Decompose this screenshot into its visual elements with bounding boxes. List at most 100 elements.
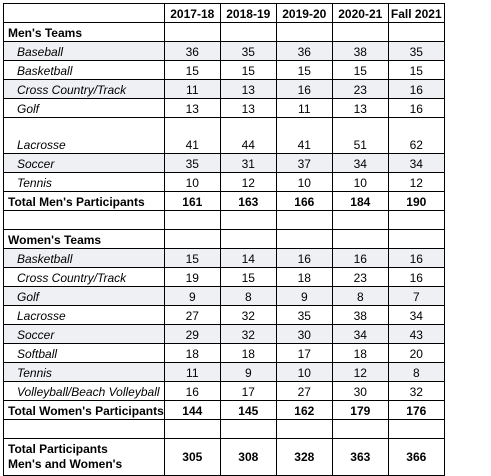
spacer-row: [3, 210, 445, 230]
table-cell: 18: [163, 343, 221, 363]
section-heading-row: Men's Teams: [3, 22, 445, 42]
table-cell: 10: [275, 362, 333, 382]
table-cell: 30: [275, 324, 333, 344]
team-name: Soccer: [3, 153, 165, 173]
table-cell: 29: [163, 324, 221, 344]
table-cell: 12: [387, 172, 445, 192]
total-cell: 145: [219, 400, 277, 420]
section-heading-row: Women's Teams: [3, 229, 445, 249]
total-row: Total Men's Participants 161 163 166 184…: [3, 191, 445, 211]
table-cell: 35: [387, 41, 445, 61]
table-cell: 35: [163, 153, 221, 173]
section-heading: Men's Teams: [3, 22, 165, 42]
table-row: Softball 18 18 17 18 20: [3, 343, 445, 363]
table-row: Tennis 10 12 10 10 12: [3, 172, 445, 192]
table-cell: 43: [387, 324, 445, 344]
table-cell: 51: [331, 117, 389, 154]
grand-total-cell: 305: [163, 438, 221, 476]
table-cell: 16: [163, 381, 221, 401]
header-cell: 2018-19: [219, 3, 277, 23]
grand-total-label-line2: Men's and Women's: [8, 457, 123, 471]
table-cell: 11: [275, 98, 333, 118]
table-cell: 16: [387, 248, 445, 268]
table-cell: 10: [163, 172, 221, 192]
table-cell: 17: [275, 343, 333, 363]
total-label: Total Women's Participants: [3, 400, 165, 420]
total-cell: 190: [387, 191, 445, 211]
team-name: Golf: [3, 98, 165, 118]
table-cell: 10: [331, 172, 389, 192]
team-name: Tennis: [3, 362, 165, 382]
table-cell: 17: [219, 381, 277, 401]
team-name: Cross Country/Track: [3, 79, 165, 99]
team-name: Basketball: [3, 248, 165, 268]
grand-total-label: Total Participants Men's and Women's: [3, 438, 165, 476]
table-cell: 9: [163, 286, 221, 306]
table-row: Cross Country/Track 19 15 18 23 16: [3, 267, 445, 287]
table-cell: 7: [387, 286, 445, 306]
table-row: Cross Country/Track 11 13 16 23 16: [3, 79, 445, 99]
total-cell: 162: [275, 400, 333, 420]
table-cell: 8: [219, 286, 277, 306]
table-cell: 15: [163, 248, 221, 268]
table-cell: 41: [163, 117, 221, 154]
table-cell: 8: [387, 362, 445, 382]
table-cell: 35: [219, 41, 277, 61]
table-row: Volleyball/Beach Volleyball 16 17 27 30 …: [3, 381, 445, 401]
table-cell: 62: [387, 117, 445, 154]
grand-total-cell: 363: [331, 438, 389, 476]
table-cell: 18: [219, 343, 277, 363]
team-name: Basketball: [3, 60, 165, 80]
table-cell: 15: [387, 60, 445, 80]
participation-table: 2017-18 2018-19 2019-20 2020-21 Fall 202…: [3, 3, 445, 476]
table-cell: 23: [331, 267, 389, 287]
table-row: Soccer 29 32 30 34 43: [3, 324, 445, 344]
table-cell: 15: [331, 60, 389, 80]
team-name: Baseball: [3, 41, 165, 61]
total-row: Total Women's Participants 144 145 162 1…: [3, 400, 445, 420]
header-corner: [3, 3, 165, 23]
table-cell: 35: [275, 305, 333, 325]
total-cell: 166: [275, 191, 333, 211]
table-cell: 38: [331, 41, 389, 61]
table-cell: 34: [331, 153, 389, 173]
table-cell: 34: [331, 324, 389, 344]
table-cell: 36: [275, 41, 333, 61]
table-cell: 32: [387, 381, 445, 401]
table-cell: 13: [163, 98, 221, 118]
table-row: Lacrosse 27 32 35 38 34: [3, 305, 445, 325]
grand-total-cell: 308: [219, 438, 277, 476]
table-cell: 12: [219, 172, 277, 192]
team-name: Tennis: [3, 172, 165, 192]
team-name: Volleyball/Beach Volleyball: [3, 381, 165, 401]
team-name: Lacrosse: [3, 305, 165, 325]
header-cell: 2019-20: [275, 3, 333, 23]
table-cell: 14: [219, 248, 277, 268]
table-cell: 41: [275, 117, 333, 154]
table-cell: 12: [331, 362, 389, 382]
table-cell: 8: [331, 286, 389, 306]
table-cell: 16: [387, 98, 445, 118]
total-cell: 144: [163, 400, 221, 420]
header-row: 2017-18 2018-19 2019-20 2020-21 Fall 202…: [3, 3, 445, 23]
table-cell: 16: [387, 267, 445, 287]
section-heading: Women's Teams: [3, 229, 165, 249]
total-cell: 176: [387, 400, 445, 420]
total-cell: 161: [163, 191, 221, 211]
table-cell: 16: [387, 79, 445, 99]
table-cell: 34: [387, 305, 445, 325]
table-cell: 32: [219, 324, 277, 344]
table-cell: 9: [219, 362, 277, 382]
team-name: Soccer: [3, 324, 165, 344]
header-cell: Fall 2021: [387, 3, 445, 23]
team-name: Lacrosse: [3, 117, 165, 154]
table-row: Basketball 15 15 15 15 15: [3, 60, 445, 80]
table-cell: 32: [219, 305, 277, 325]
table-cell: 30: [331, 381, 389, 401]
table-cell: 10: [275, 172, 333, 192]
team-name: Cross Country/Track: [3, 267, 165, 287]
total-cell: 179: [331, 400, 389, 420]
team-name: Softball: [3, 343, 165, 363]
table-cell: 37: [275, 153, 333, 173]
table-cell: 18: [275, 267, 333, 287]
